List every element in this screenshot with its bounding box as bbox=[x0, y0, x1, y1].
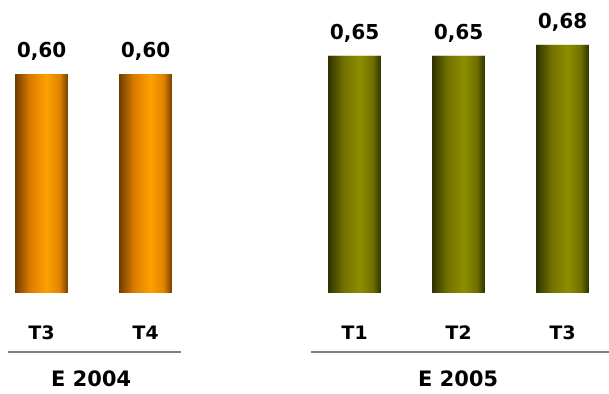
labels-layer: 0,60 T3 0,60 T4 E 2004 0,65 T1 0,65 T2 0,68 T3 E 20… bbox=[8, 9, 609, 391]
data-label: 0,68 bbox=[538, 9, 587, 33]
category-tick-label: T3 bbox=[28, 322, 54, 344]
data-label: 0,65 bbox=[330, 20, 379, 44]
category-tick-label: T3 bbox=[549, 322, 575, 344]
bar-e-2005-t3 bbox=[536, 44, 589, 293]
group-label: E 2005 bbox=[418, 367, 498, 391]
group-label: E 2004 bbox=[51, 367, 131, 391]
data-label: 0,60 bbox=[17, 38, 66, 62]
bar-e-2004-t4 bbox=[119, 74, 172, 293]
data-label: 0,65 bbox=[434, 20, 483, 44]
category-tick-label: T1 bbox=[341, 322, 367, 344]
bar-e-2005-t2 bbox=[432, 55, 485, 293]
bars-layer bbox=[15, 44, 589, 293]
category-tick-label: T2 bbox=[445, 322, 471, 344]
category-tick-label: T4 bbox=[132, 322, 158, 344]
bar-e-2005-t1 bbox=[328, 55, 381, 293]
bar-e-2004-t3 bbox=[15, 74, 68, 293]
data-label: 0,60 bbox=[121, 38, 170, 62]
